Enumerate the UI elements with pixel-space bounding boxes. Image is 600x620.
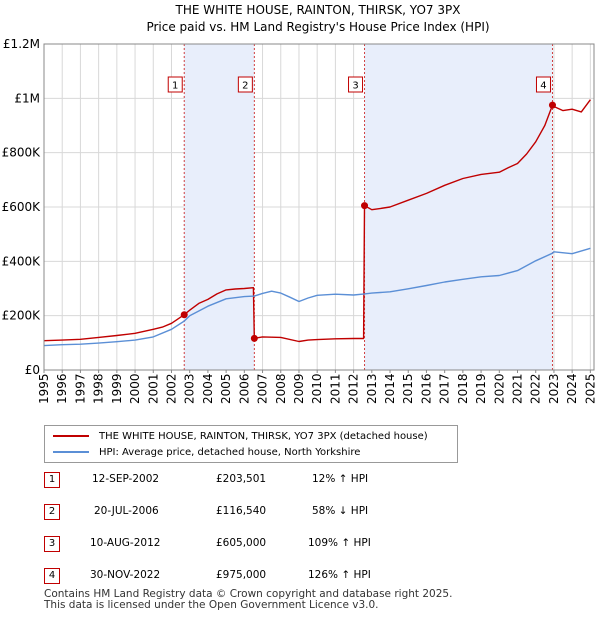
x-tick-label: 2015 xyxy=(401,373,415,404)
legend-item-property: THE WHITE HOUSE, RAINTON, THIRSK, YO7 3P… xyxy=(53,428,428,444)
chart-subtitle: Price paid vs. HM Land Registry's House … xyxy=(146,20,489,34)
x-tick-label: 2005 xyxy=(219,373,233,404)
sale-point xyxy=(361,202,369,210)
table-row: 1 12-SEP-2002 £203,501 12% ↑ HPI xyxy=(44,472,444,490)
legend-label-property: THE WHITE HOUSE, RAINTON, THIRSK, YO7 3P… xyxy=(99,430,428,442)
x-tick-label: 2017 xyxy=(438,373,452,404)
sale-price: £605,000 xyxy=(216,537,267,549)
sale-price: £203,501 xyxy=(216,473,267,485)
x-tick-label: 1996 xyxy=(55,373,69,404)
x-tick-label: 2011 xyxy=(328,373,342,404)
sale-point xyxy=(250,334,258,342)
x-tick-label: 2020 xyxy=(492,373,506,404)
sale-number-badge: 4 xyxy=(44,568,60,584)
sale-marker-label: 2 xyxy=(242,81,248,92)
x-tick-label: 2025 xyxy=(583,373,597,404)
chart-title: THE WHITE HOUSE, RAINTON, THIRSK, YO7 3P… xyxy=(175,3,461,17)
x-tick-label: 2010 xyxy=(310,373,324,404)
sale-point xyxy=(180,311,188,319)
footer-line-1: Contains HM Land Registry data © Crown c… xyxy=(44,588,453,600)
x-tick-label: 2007 xyxy=(256,373,270,404)
legend-line-property xyxy=(53,435,89,437)
x-tick-label: 2002 xyxy=(164,373,178,404)
x-tick-label: 2014 xyxy=(383,373,397,404)
sale-marker-label: 4 xyxy=(540,81,546,92)
y-tick-label: £400K xyxy=(2,254,42,268)
x-tick-label: 2009 xyxy=(292,373,306,404)
y-tick-label: £600K xyxy=(2,200,42,214)
table-row: 4 30-NOV-2022 £975,000 126% ↑ HPI xyxy=(44,568,444,586)
sale-marker-label: 1 xyxy=(172,81,178,92)
x-tick-label: 1999 xyxy=(110,373,124,404)
table-row: 2 20-JUL-2006 £116,540 58% ↓ HPI xyxy=(44,504,444,522)
sale-hpi-change: 109% ↑ HPI xyxy=(308,537,371,549)
series-line-hpi xyxy=(43,247,591,347)
x-tick-label: 2013 xyxy=(365,373,379,404)
sale-marker-box xyxy=(237,76,253,93)
sale-marker-label: 3 xyxy=(352,81,358,92)
x-tick-label: 2018 xyxy=(456,373,470,404)
legend-label-hpi: HPI: Average price, detached house, Nort… xyxy=(99,446,361,458)
y-tick-label: £200K xyxy=(2,309,42,323)
x-tick-label: 2022 xyxy=(529,373,543,404)
plot-frame xyxy=(43,43,595,371)
sale-number-badge: 1 xyxy=(44,472,60,488)
sale-hpi-change: 12% ↑ HPI xyxy=(312,473,369,485)
ownership-shading-1 xyxy=(184,44,255,370)
table-row: 3 10-AUG-2012 £605,000 109% ↑ HPI xyxy=(44,536,444,554)
series-line-property xyxy=(43,99,591,343)
x-tick-label: 2006 xyxy=(237,373,251,404)
x-tick-label: 1998 xyxy=(92,373,106,404)
x-tick-label: 2004 xyxy=(201,373,215,404)
sale-date: 20-JUL-2006 xyxy=(94,505,159,517)
sale-number-badge: 2 xyxy=(44,504,60,520)
x-tick-label: 1995 xyxy=(37,373,51,404)
sale-hpi-change: 126% ↑ HPI xyxy=(308,569,371,581)
sale-date: 10-AUG-2012 xyxy=(90,537,161,549)
y-tick-label: £800K xyxy=(2,146,42,160)
sale-price: £975,000 xyxy=(216,569,267,581)
y-tick-label: £0 xyxy=(25,363,40,377)
legend-item-hpi: HPI: Average price, detached house, Nort… xyxy=(53,444,360,460)
y-tick-label: £1M xyxy=(14,91,40,105)
sale-marker-box xyxy=(167,76,183,93)
y-tick-label: £1.2M xyxy=(3,37,40,51)
x-tick-label: 2008 xyxy=(274,373,288,404)
sale-point xyxy=(548,101,556,109)
x-tick-label: 2001 xyxy=(146,373,160,404)
sale-hpi-change: 58% ↓ HPI xyxy=(312,505,369,517)
sale-date: 12-SEP-2002 xyxy=(92,473,160,485)
price-chart: THE WHITE HOUSE, RAINTON, THIRSK, YO7 3P… xyxy=(2,3,598,404)
x-tick-label: 2019 xyxy=(474,373,488,404)
x-tick-label: 2003 xyxy=(183,373,197,404)
x-tick-label: 2021 xyxy=(511,373,525,404)
sale-date: 30-NOV-2022 xyxy=(90,569,161,581)
sale-number-badge: 3 xyxy=(44,536,60,552)
ownership-shading-2 xyxy=(364,44,553,370)
footer-line-2: This data is licensed under the Open Gov… xyxy=(44,599,379,611)
x-tick-label: 2023 xyxy=(547,373,561,404)
sale-price: £116,540 xyxy=(216,505,267,517)
x-tick-label: 1997 xyxy=(73,373,87,404)
sale-marker-box xyxy=(535,76,551,93)
x-tick-label: 2000 xyxy=(128,373,142,404)
sale-marker-box xyxy=(348,76,364,93)
x-tick-label: 2012 xyxy=(347,373,361,404)
chart-legend: THE WHITE HOUSE, RAINTON, THIRSK, YO7 3P… xyxy=(44,425,458,463)
x-tick-label: 2016 xyxy=(419,373,433,404)
legend-line-hpi xyxy=(53,451,89,453)
footer-attribution: Contains HM Land Registry data © Crown c… xyxy=(44,589,452,611)
x-tick-label: 2024 xyxy=(565,373,579,404)
